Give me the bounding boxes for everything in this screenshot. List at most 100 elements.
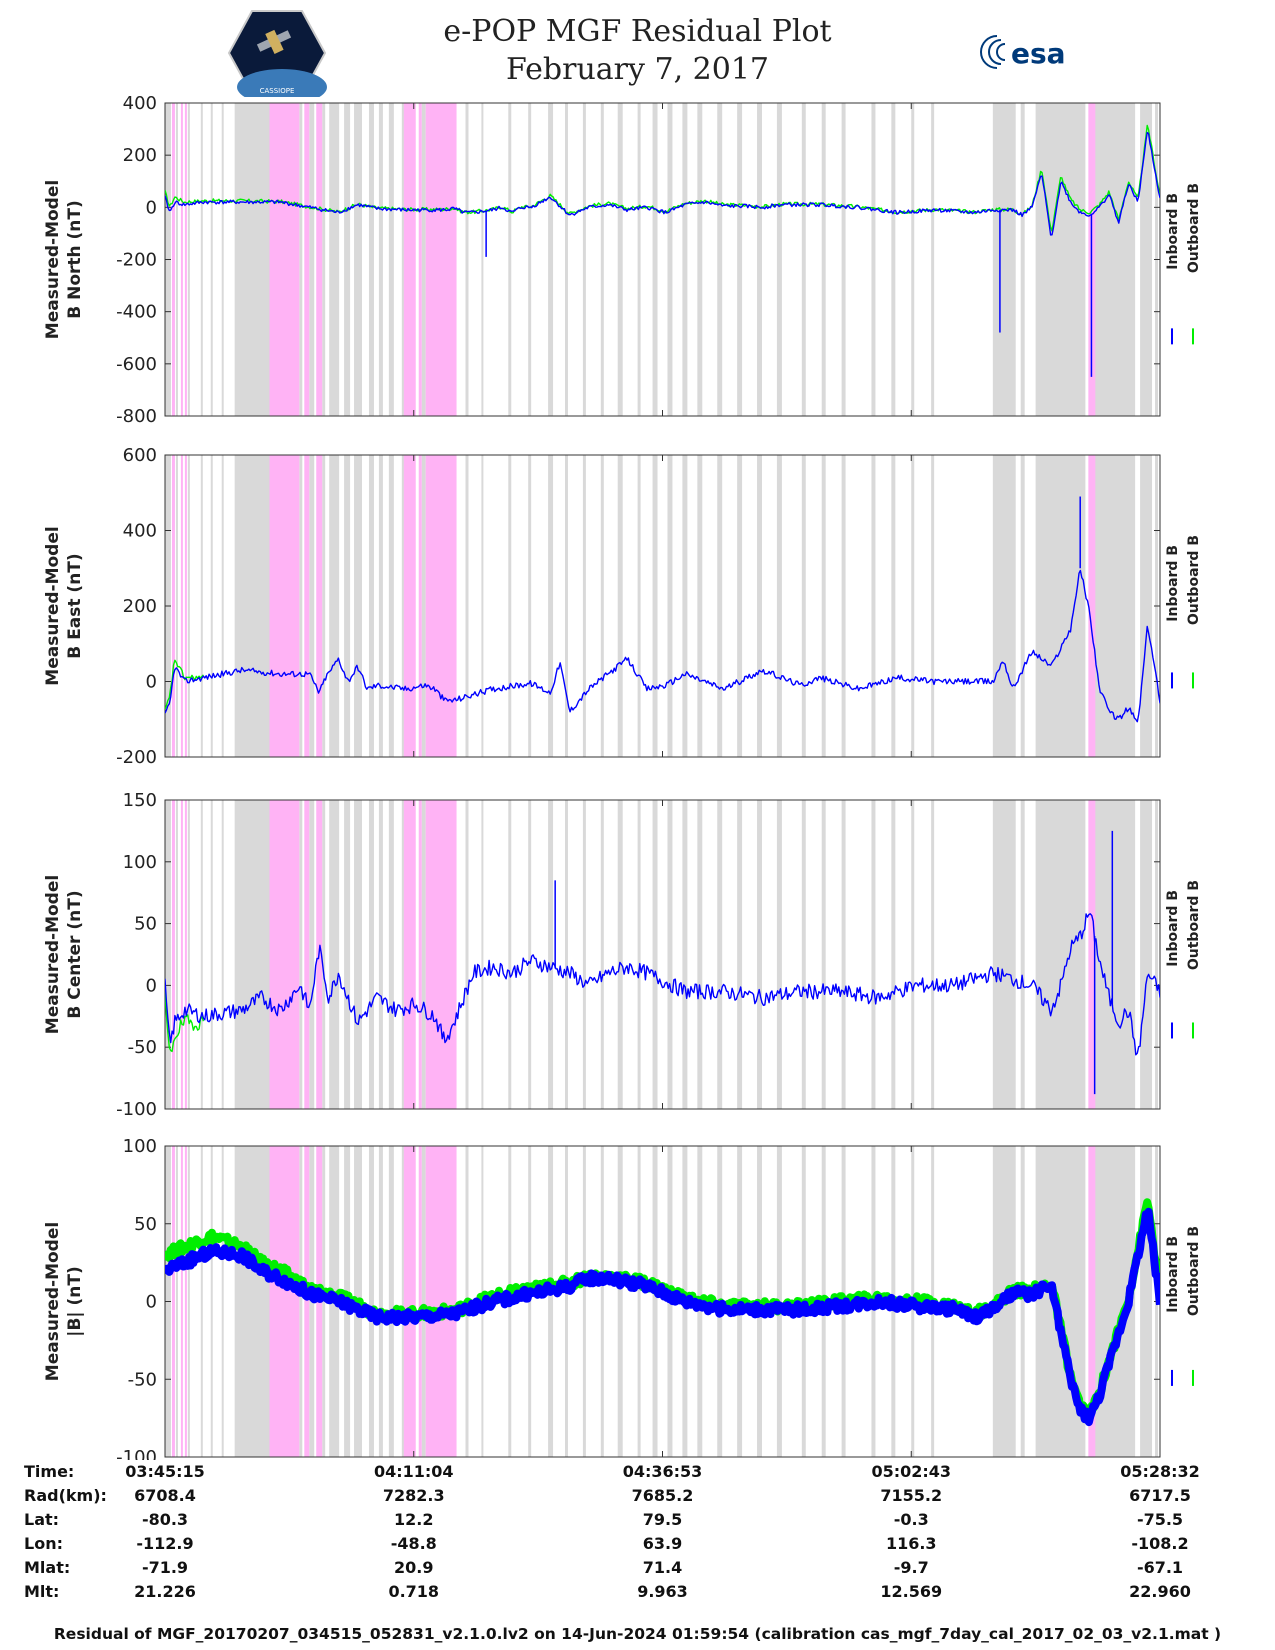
series-inboard-b <box>165 569 1160 723</box>
gray-band <box>175 103 178 416</box>
cassiope-logo: CASSIOPE <box>227 10 327 97</box>
y-tick-label: -50 <box>128 1369 157 1390</box>
gray-band <box>221 103 224 416</box>
gray-band <box>200 1146 203 1457</box>
y-tick-label: -600 <box>116 354 157 375</box>
pink-band <box>269 800 300 1109</box>
orbit-info-value: -75.5 <box>1136 1510 1184 1529</box>
gray-band <box>564 455 568 757</box>
pink-band <box>171 1146 175 1457</box>
orbit-info-value: -67.1 <box>1136 1558 1184 1577</box>
y-tick-label: -400 <box>116 302 157 323</box>
gray-band <box>378 1146 383 1457</box>
gray-band <box>757 103 762 416</box>
series-group <box>165 124 1160 377</box>
gray-band <box>299 800 303 1109</box>
gray-band <box>667 455 673 757</box>
pink-band <box>304 103 310 416</box>
gray-band <box>1140 800 1153 1109</box>
pink-band <box>180 103 183 416</box>
gray-band <box>465 103 469 416</box>
gray-band <box>821 455 826 757</box>
gray-band <box>548 800 554 1109</box>
y-axis-label: Measured-Model <box>43 526 63 685</box>
gray-band <box>1035 103 1086 416</box>
y-tick-label: 0 <box>146 975 157 996</box>
pink-band <box>316 103 323 416</box>
gray-band <box>652 455 658 757</box>
gray-band <box>388 455 394 757</box>
pink-band <box>180 1146 183 1457</box>
gray-band <box>329 103 340 416</box>
gray-band <box>329 800 340 1109</box>
gray-band <box>871 103 876 416</box>
gray-band <box>528 455 532 757</box>
gray-band <box>322 103 326 416</box>
legend-inboard-label: Inboard B <box>1165 193 1181 270</box>
gray-band <box>388 1146 394 1457</box>
series-inboard-b <box>165 131 1160 236</box>
gray-band <box>667 800 673 1109</box>
esa-logo: esa <box>980 35 1066 70</box>
orbit-info-value: -9.7 <box>893 1558 929 1577</box>
panel-2: 600 400 200 0 -200 Measured-Model B East (nT) I… <box>43 445 1202 768</box>
gray-band <box>582 1146 586 1457</box>
gray-band <box>801 800 806 1109</box>
orbit-info-value: 0.718 <box>388 1582 440 1601</box>
gray-band <box>548 455 554 757</box>
gray-band <box>322 800 326 1109</box>
gray-band <box>697 103 703 416</box>
gray-band <box>165 800 171 1109</box>
gray-band <box>617 800 623 1109</box>
gray-band <box>667 103 673 416</box>
orbit-info-label: Lat: <box>24 1510 60 1529</box>
y-tick-label: 400 <box>123 93 157 114</box>
gray-band <box>344 455 351 757</box>
pink-band <box>269 455 300 757</box>
y-axis-label: B Center (nT) <box>65 890 85 1018</box>
pink-band <box>304 1146 310 1457</box>
pink-band <box>171 103 175 416</box>
gray-band <box>891 103 896 416</box>
gray-band <box>187 1146 190 1457</box>
gray-band <box>378 455 383 757</box>
pink-band <box>403 1146 416 1457</box>
gray-band <box>617 103 623 416</box>
gray-band <box>992 455 1016 757</box>
gray-band <box>368 455 374 757</box>
orbit-info-value: 03:45:15 <box>125 1462 205 1481</box>
gray-band <box>175 455 178 757</box>
gray-band <box>911 800 915 1109</box>
gray-band <box>582 800 586 1109</box>
gray-band <box>528 800 532 1109</box>
gray-band <box>911 103 915 416</box>
gray-band <box>481 455 484 757</box>
pink-band <box>1088 800 1096 1109</box>
orbit-info-value: 05:28:32 <box>1120 1462 1200 1481</box>
series-group <box>165 830 1160 1095</box>
gray-band <box>200 103 203 416</box>
pink-band <box>425 103 457 416</box>
gray-band <box>841 800 846 1109</box>
pink-band <box>1088 455 1096 757</box>
gray-band <box>637 1146 641 1457</box>
series-group <box>165 496 1160 723</box>
orbit-info-value: -0.3 <box>893 1510 929 1529</box>
panel-1: 400 200 0 -200 -400 -600 -800 Measured-Model B N… <box>43 93 1202 427</box>
orbit-info-value: 71.4 <box>642 1558 683 1577</box>
pink-band <box>418 455 422 757</box>
gray-band <box>931 103 935 416</box>
gray-band <box>717 455 723 757</box>
gray-band <box>1020 103 1025 416</box>
gray-band <box>891 455 896 757</box>
gray-band <box>600 1146 604 1457</box>
gray-band <box>309 103 315 416</box>
gray-band <box>1020 800 1025 1109</box>
plot-caption: Residual of MGF_20170207_034515_052831_v… <box>53 1625 1222 1643</box>
pink-band <box>418 1146 422 1457</box>
pink-band <box>184 800 187 1109</box>
pink-band <box>403 800 416 1109</box>
gray-band <box>652 103 658 416</box>
gray-band <box>1090 103 1136 416</box>
orbit-info-value: 116.3 <box>885 1534 937 1553</box>
